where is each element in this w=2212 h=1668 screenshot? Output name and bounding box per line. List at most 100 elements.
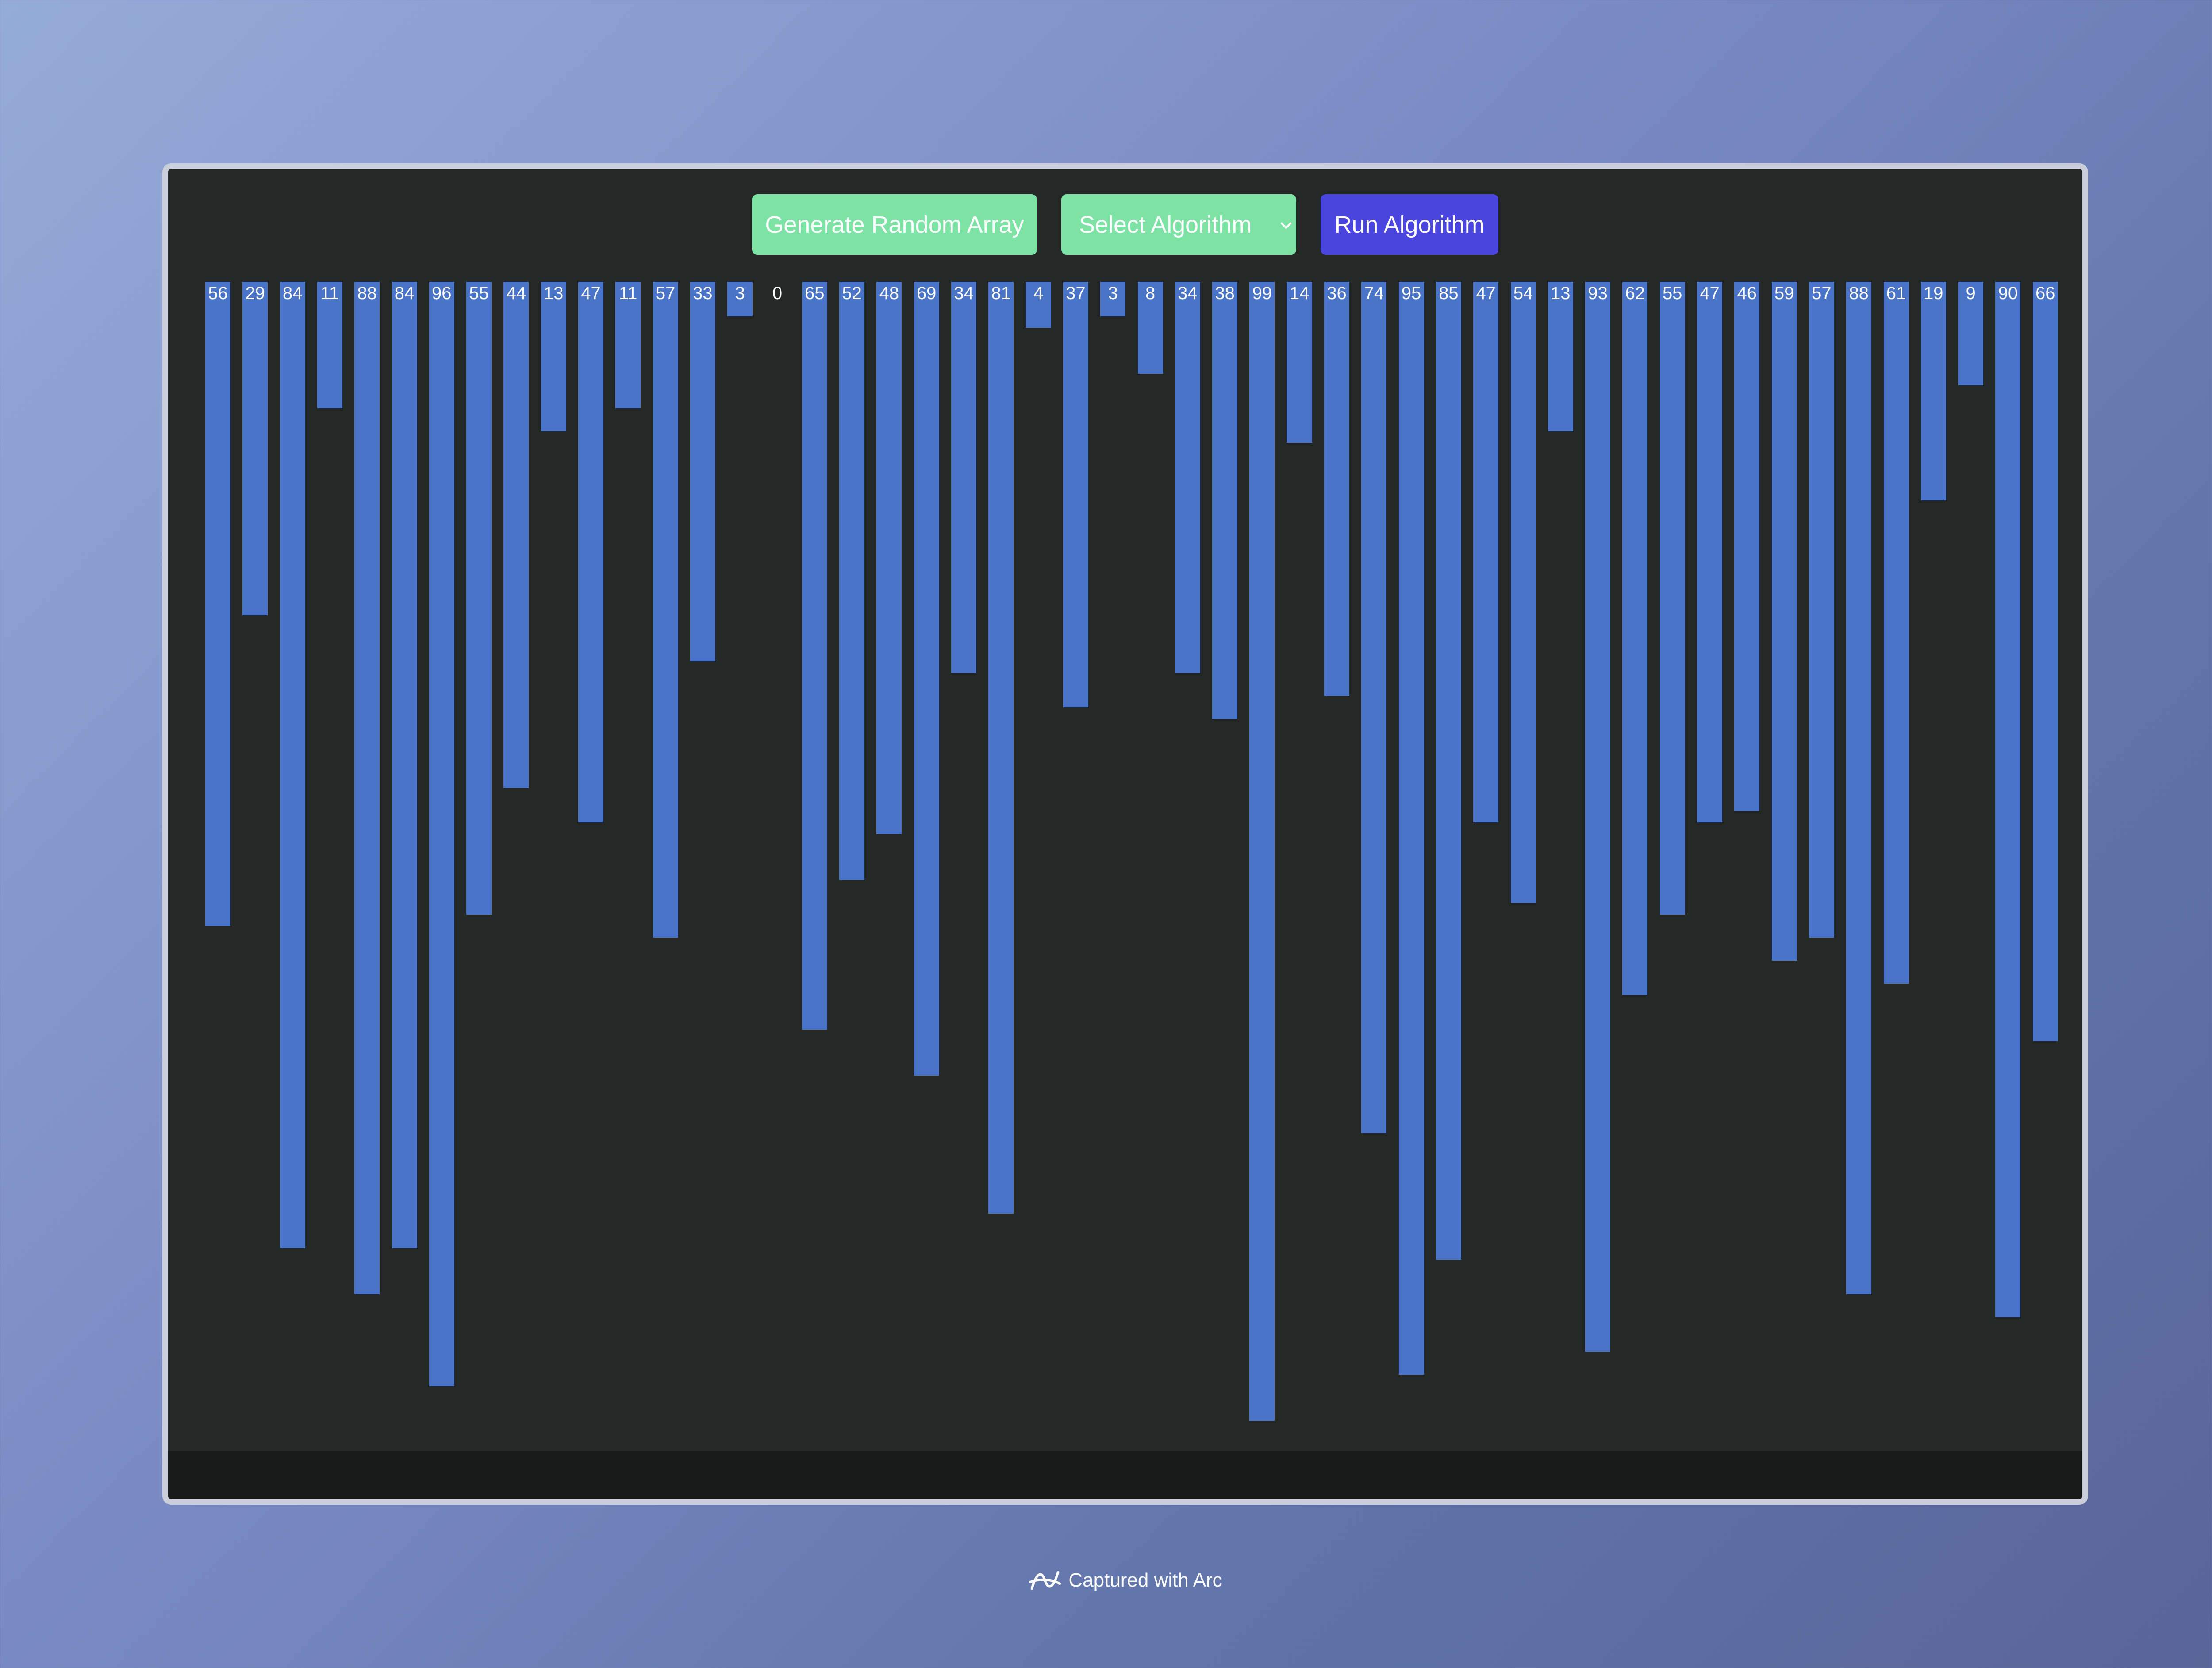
capture-caption-text: Captured with Arc [1068,1569,1222,1591]
array-bar [1137,282,1163,374]
array-bar [1995,282,2021,1317]
array-bar [1958,282,1984,385]
array-bar-value: 84 [394,284,415,303]
array-bar [503,282,529,788]
array-bar [205,282,230,926]
array-bar [1697,282,1722,822]
array-bar [690,282,715,661]
array-bar [951,282,976,673]
array-bar-value: 46 [1737,284,1757,303]
array-bar-value: 66 [2035,284,2055,303]
footer-band [168,1451,2082,1499]
array-bar [1846,282,1872,1294]
array-bar-value: 36 [1327,284,1347,303]
array-bar [1286,282,1312,443]
array-bar [1883,282,1909,984]
array-bar [1175,282,1200,673]
array-bar-value: 65 [805,284,825,303]
array-bar [988,282,1014,1214]
array-bar [541,282,566,431]
array-bar [280,282,305,1248]
array-bar [1920,282,1946,500]
array-bar [466,282,492,915]
array-bar [2032,282,2058,1041]
array-bar-value: 33 [693,284,713,303]
array-bar-value: 54 [1513,284,1533,303]
array-bar-value: 57 [655,284,676,303]
array-bar-value: 93 [1588,284,1608,303]
array-bar-value: 88 [1849,284,1869,303]
array-bar-value: 38 [1215,284,1235,303]
array-bar [1659,282,1685,915]
array-bar [1473,282,1499,822]
array-bar-value: 61 [1886,284,1906,303]
array-bar-value: 29 [245,284,265,303]
array-bar-value: 8 [1145,284,1156,303]
array-bar-value: 59 [1774,284,1794,303]
array-bar [354,282,380,1294]
array-bar [1585,282,1611,1352]
array-bar-value: 84 [282,284,303,303]
array-bar-value: 96 [432,284,452,303]
visualizer-viewport: Generate Random Array Select Algorithm R… [168,169,2082,1499]
array-bar [1510,282,1536,903]
array-bar-value: 57 [1812,284,1832,303]
array-bar-value: 3 [1108,284,1118,303]
array-bar-value: 52 [842,284,862,303]
array-bar-value: 11 [619,284,637,303]
array-bar-value: 4 [1033,284,1044,303]
array-bar-value: 34 [954,284,974,303]
array-bar-value: 19 [1924,284,1943,303]
array-bar [802,282,827,1030]
array-bar-value: 85 [1439,284,1459,303]
run-algorithm-button[interactable]: Run Algorithm [1321,194,1498,255]
array-bar-value: 9 [1966,284,1976,303]
array-bar-value: 55 [1662,284,1682,303]
browser-window: Generate Random Array Select Algorithm R… [162,163,2088,1505]
toolbar: Generate Random Array Select Algorithm R… [168,194,2082,255]
array-bar [653,282,678,938]
array-bar [1809,282,1834,938]
array-bar-value: 44 [506,284,526,303]
array-bar-value: 69 [916,284,937,303]
array-bar [317,282,342,408]
array-bar [876,282,902,834]
array-bar-value: 3 [735,284,745,303]
array-bar-value: 74 [1364,284,1384,303]
array-bar-value: 56 [208,284,228,303]
array-bar-value: 13 [1551,284,1571,303]
array-bar [914,282,939,1076]
array-bar-value: 81 [991,284,1011,303]
array-bar-value: 99 [1252,284,1272,303]
array-bar-value: 34 [1178,284,1198,303]
array-bar [1212,282,1238,719]
array-bar [1100,282,1126,316]
array-bar [1436,282,1461,1260]
array-bar-value: 88 [357,284,377,303]
array-bar [429,282,454,1386]
array-bar-value: 62 [1625,284,1645,303]
array-bar [615,282,641,408]
array-bar-value: 11 [320,284,339,303]
array-bar [1361,282,1387,1133]
algorithm-select-label: Select Algorithm [1079,211,1252,238]
array-bar-value: 47 [1700,284,1720,303]
array-bar [727,282,753,316]
generate-random-array-button[interactable]: Generate Random Array [752,194,1037,255]
array-bar [1249,282,1275,1421]
arc-logo-icon [1029,1571,1061,1590]
array-bar-value: 47 [1476,284,1496,303]
array-bar [242,282,268,615]
array-bar [839,282,865,880]
array-bar-value: 90 [1998,284,2018,303]
array-bar [1622,282,1648,995]
array-bar [1025,282,1051,328]
algorithm-select[interactable]: Select Algorithm [1061,194,1296,255]
array-bar [1734,282,1760,811]
array-bar [392,282,417,1248]
capture-caption: Captured with Arc [0,1567,2212,1594]
array-bar-value: 55 [469,284,489,303]
array-bar-value: 14 [1289,284,1310,303]
array-bar [1324,282,1349,696]
array-bar [1398,282,1424,1375]
